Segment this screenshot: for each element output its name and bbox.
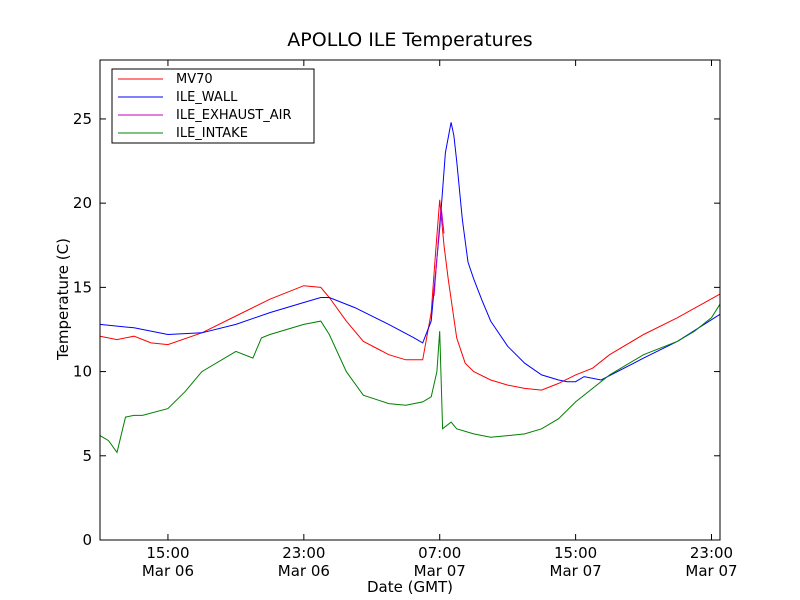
series-line-ile-exhaust-air xyxy=(433,206,445,296)
series-line-ile-intake xyxy=(99,303,721,454)
chart-title: APOLLO ILE Temperatures xyxy=(287,29,532,51)
x-tick-label-time: 23:00 xyxy=(282,544,325,562)
legend-items: MV70 ILE_WALL ILE_EXHAUST_AIR ILE_INTAKE xyxy=(118,72,292,141)
series-layer xyxy=(99,122,721,454)
x-tick-label-date: Mar 07 xyxy=(414,562,466,580)
x-tick-label-time: 23:00 xyxy=(690,544,733,562)
series-line-ile-wall xyxy=(99,122,721,383)
x-tick-label-date: Mar 06 xyxy=(142,562,194,580)
plot-frame xyxy=(99,59,721,541)
legend-label: ILE_INTAKE xyxy=(176,126,248,141)
x-tick-label-date: Mar 06 xyxy=(278,562,330,580)
y-tick-label: 5 xyxy=(82,447,92,465)
legend-box xyxy=(111,68,315,144)
x-tick-label-date: Mar 07 xyxy=(685,562,737,580)
y-axis-label: Temperature (C) xyxy=(54,238,72,361)
legend-label: MV70 xyxy=(176,72,213,87)
series-line-mv70 xyxy=(99,199,721,391)
legend: MV70 ILE_WALL ILE_EXHAUST_AIR ILE_INTAKE xyxy=(111,68,315,144)
y-tick-label: 15 xyxy=(73,278,92,296)
x-tick-label-time: 15:00 xyxy=(554,544,597,562)
y-tick-label: 20 xyxy=(73,194,92,212)
y-tick-label: 10 xyxy=(73,363,92,381)
legend-label: ILE_WALL xyxy=(176,90,238,105)
x-axis-label: Date (GMT) xyxy=(367,578,453,596)
x-tick-label-time: 15:00 xyxy=(146,544,189,562)
x-tick-label-time: 07:00 xyxy=(418,544,461,562)
x-tick-label-date: Mar 07 xyxy=(550,562,602,580)
y-tick-label: 25 xyxy=(73,110,92,128)
y-tick-label: 0 xyxy=(82,531,92,549)
legend-label: ILE_EXHAUST_AIR xyxy=(176,108,292,123)
